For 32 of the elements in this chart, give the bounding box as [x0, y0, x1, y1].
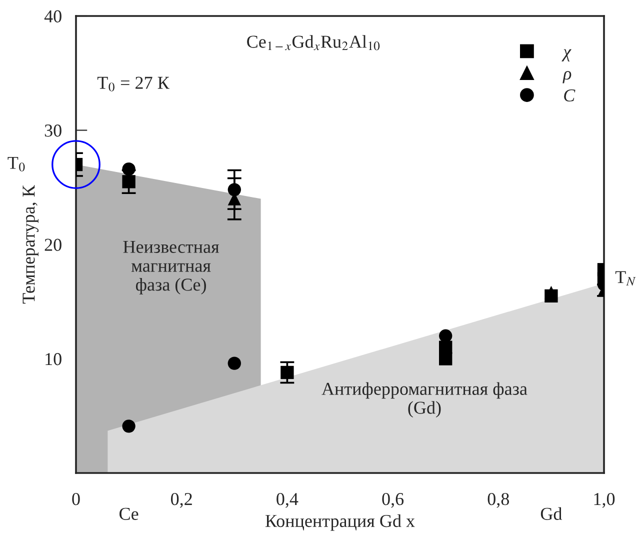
text: Ce [120, 508, 138, 520]
point [544, 286, 558, 300]
point [122, 175, 136, 188]
legend-label: χ [562, 49, 572, 62]
point [439, 329, 452, 342]
x-tick-label: 0,2 [171, 492, 192, 508]
annotation: T$_{0}$ [8, 156, 25, 172]
annotation: Ce$_{1−x}$Gd$_{x}$Ru$_{2}$Al$_{10}$ [247, 35, 380, 50]
legend-label: C [564, 89, 576, 102]
x-axis-title: Концентрация Gd x [265, 514, 415, 531]
text: Gd [540, 507, 562, 520]
x-tick-label: 1,0 [594, 492, 615, 508]
y-tick-label: 40 [44, 10, 62, 22]
x-tick-label: 0,6 [382, 492, 404, 508]
point [122, 162, 136, 176]
y-tick-label: 20 [44, 238, 62, 251]
annotation: Неизвестная магнитная фаза (Ce) [123, 240, 220, 294]
x-tick-label: 0,4 [276, 492, 298, 508]
point [280, 366, 294, 380]
point [122, 420, 136, 433]
x-tick-label: 0 [72, 492, 80, 506]
x-tick-label: 0,8 [488, 492, 509, 508]
point [228, 356, 241, 370]
point [228, 183, 241, 196]
annotation: T$_{N}$ [615, 271, 636, 286]
y-tick-label: 10 [46, 353, 62, 366]
point [439, 340, 452, 354]
annotation: T$_{0}$ = 27 К [97, 76, 170, 92]
y-tick-label: 30 [44, 124, 62, 137]
legend-label: ρ [562, 70, 572, 84]
annotation: Антиферромагнитная фаза (Gd) [322, 382, 528, 418]
y-axis-title: Температура, К [22, 185, 38, 304]
